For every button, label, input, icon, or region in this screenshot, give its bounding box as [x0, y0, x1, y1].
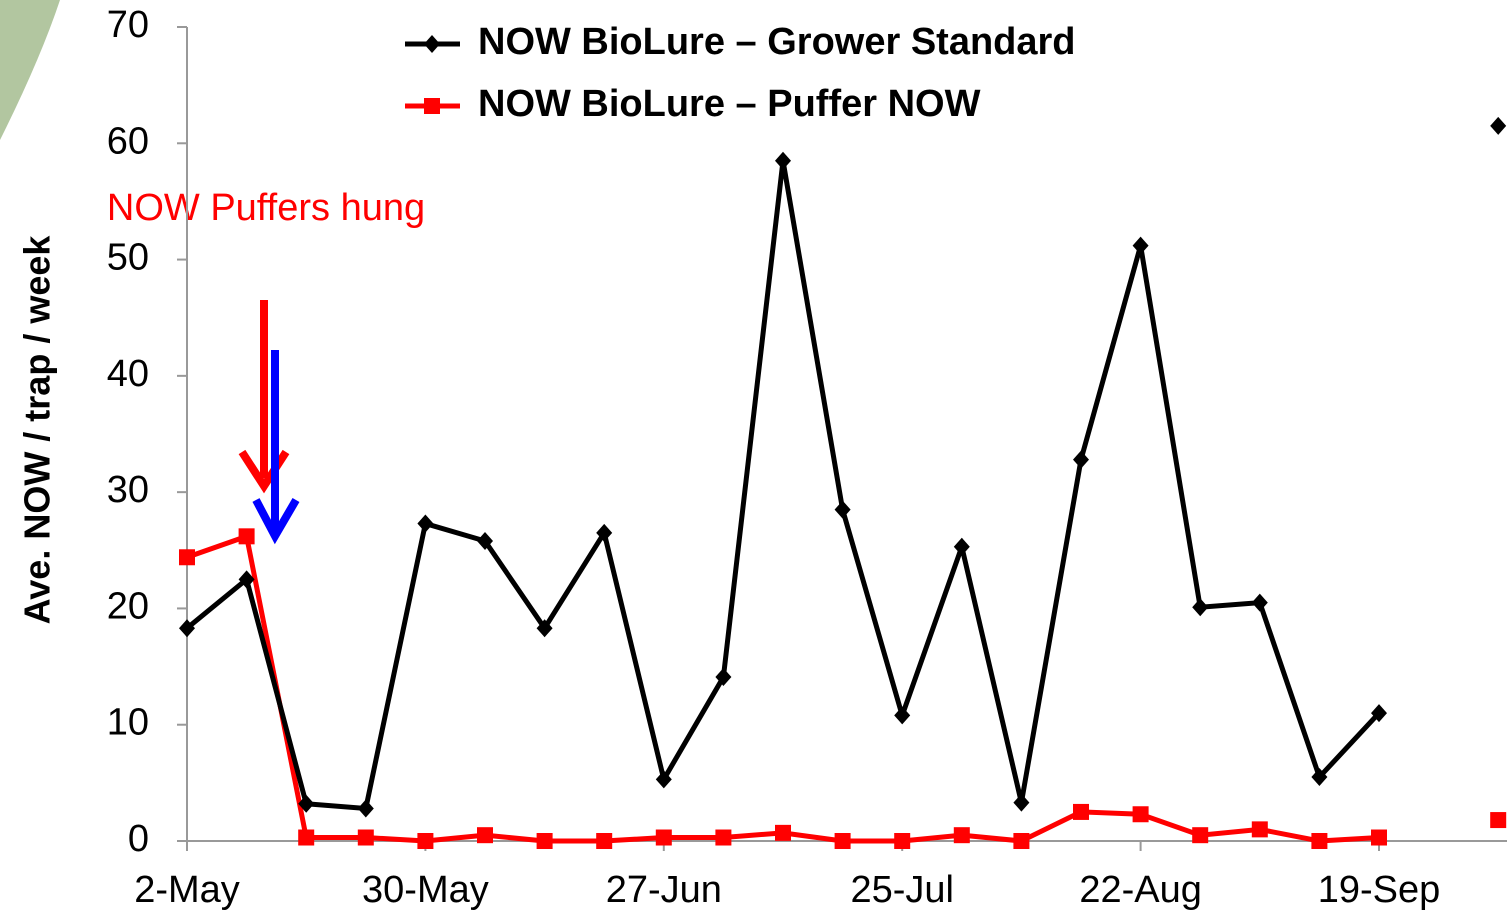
series-line: [187, 536, 1498, 841]
marker: [179, 619, 195, 638]
marker: [834, 500, 851, 519]
marker: [298, 794, 315, 813]
marker: [715, 668, 732, 687]
marker: [357, 829, 374, 846]
marker: [424, 35, 440, 53]
marker: [1490, 116, 1507, 135]
marker: [477, 531, 493, 550]
y-tick-label: 40: [107, 353, 149, 395]
x-tick-label: 30-May: [362, 869, 489, 911]
marker: [596, 523, 613, 542]
marker: [536, 833, 553, 849]
annotation: NOW Puffers hung: [107, 187, 425, 229]
marker: [1192, 827, 1209, 844]
marker: [298, 829, 315, 846]
x-tick-label: 22-Aug: [1079, 869, 1202, 911]
y-tick-label: 20: [107, 585, 149, 627]
legend-label: NOW BioLure – Puffer NOW: [478, 83, 981, 125]
marker: [894, 833, 911, 849]
marker: [1311, 768, 1328, 787]
marker: [775, 824, 791, 841]
marker: [1013, 833, 1030, 849]
marker: [1311, 833, 1328, 849]
marker: [596, 833, 613, 849]
y-tick-label: 0: [128, 818, 149, 860]
x-tick-label: 25-Jul: [850, 869, 954, 911]
y-axis-label: Ave. NOW / trap / week: [17, 235, 58, 625]
marker: [238, 528, 255, 545]
marker: [417, 833, 434, 849]
marker: [357, 799, 374, 818]
marker: [1132, 806, 1149, 823]
y-tick-label: 60: [107, 120, 149, 162]
marker: [655, 829, 672, 846]
x-tick-label: 27-Jun: [606, 869, 722, 911]
marker: [1192, 598, 1209, 617]
marker: [417, 514, 434, 533]
marker: [1490, 812, 1507, 829]
marker: [477, 827, 493, 844]
marker: [834, 833, 851, 849]
marker: [715, 829, 732, 846]
marker: [424, 98, 440, 114]
arrow-blue-head: [252, 497, 300, 545]
marker: [1251, 821, 1268, 838]
y-tick-label: 50: [107, 237, 149, 279]
marker: [1073, 803, 1089, 820]
marker: [1371, 704, 1387, 723]
marker: [894, 706, 911, 725]
marker: [1371, 829, 1387, 846]
marker: [1073, 450, 1089, 469]
marker: [1013, 793, 1030, 812]
x-tick-label: 19-Sep: [1318, 869, 1441, 911]
marker: [953, 537, 970, 556]
marker: [655, 770, 672, 789]
marker: [1251, 593, 1268, 612]
marker: [238, 570, 255, 589]
marker: [775, 151, 791, 170]
legend-label: NOW BioLure – Grower Standard: [478, 21, 1076, 63]
y-tick-label: 10: [107, 702, 149, 744]
background-leaf: [0, 0, 60, 140]
marker: [179, 549, 195, 566]
y-tick-label: 70: [107, 4, 149, 46]
marker: [953, 827, 970, 844]
marker: [1132, 236, 1149, 255]
marker: [536, 619, 553, 638]
x-tick-label: 2-May: [134, 869, 240, 911]
y-tick-label: 30: [107, 469, 149, 511]
